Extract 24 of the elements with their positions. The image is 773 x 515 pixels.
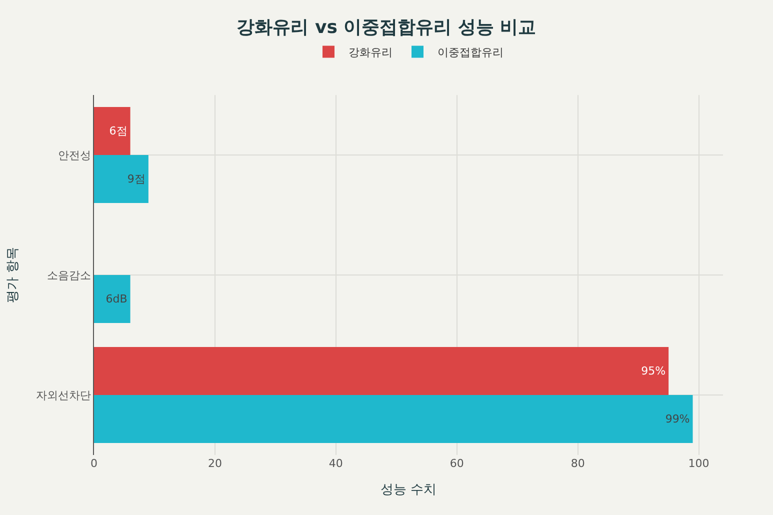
bar <box>94 395 693 443</box>
x-tick-label: 20 <box>208 457 222 470</box>
legend-label: 이중접합유리 <box>438 46 504 59</box>
x-tick-label: 0 <box>90 457 98 470</box>
x-tick-label: 100 <box>688 457 710 470</box>
data-label: 6dB <box>106 292 128 306</box>
x-tick-label: 40 <box>328 457 343 470</box>
x-tick-label: 80 <box>570 457 585 470</box>
data-label: 6점 <box>109 124 128 138</box>
y-tick-label: 소음감소 <box>46 268 91 282</box>
x-axis-title: 성능 수치 <box>380 482 437 498</box>
y-axis-title: 평가 항목 <box>6 246 21 304</box>
bar <box>94 347 669 395</box>
x-tick-label: 60 <box>450 457 464 470</box>
y-tick-label: 자외선차단 <box>36 388 91 402</box>
data-label: 9점 <box>127 172 146 186</box>
data-label: 95% <box>641 364 666 378</box>
bar <box>94 275 130 323</box>
legend-label: 강화유리 <box>348 46 392 59</box>
chart-title: 강화유리 vs 이중접합유리 성능 비교 <box>236 17 536 38</box>
y-tick-label: 안전성 <box>58 148 91 162</box>
data-label: 99% <box>665 412 690 426</box>
bar <box>94 107 130 155</box>
bar <box>94 155 148 203</box>
